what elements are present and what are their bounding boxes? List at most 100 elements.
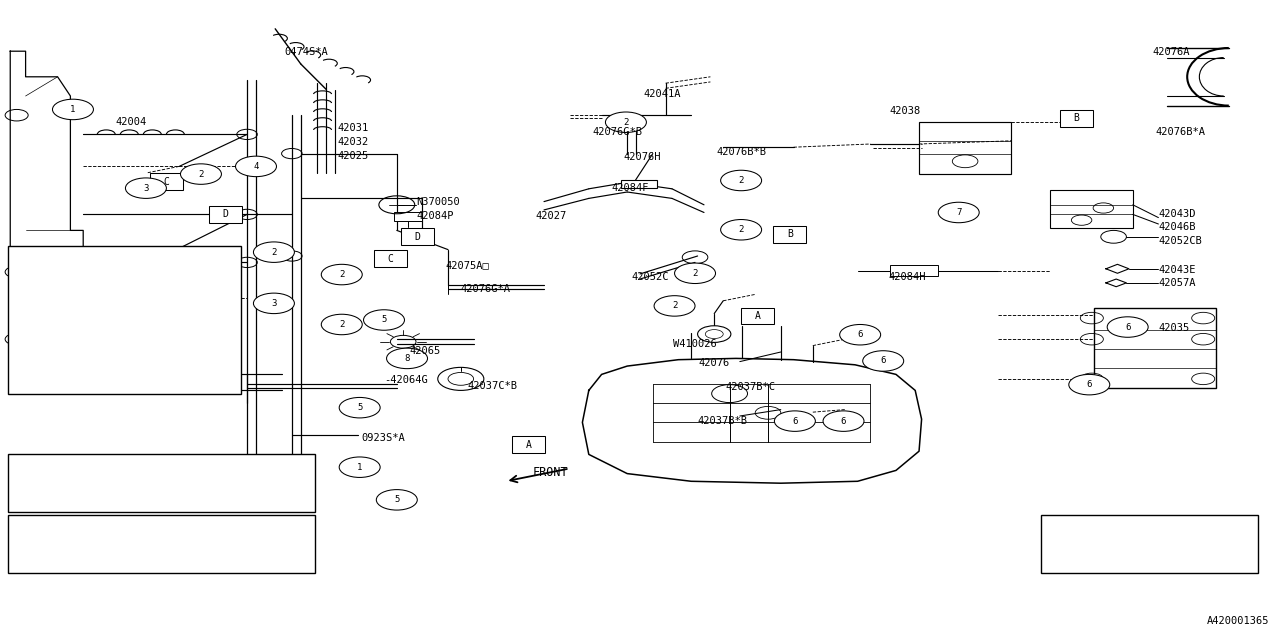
Text: 42075AN: 42075AN	[72, 296, 119, 307]
Circle shape	[840, 324, 881, 345]
Text: 81904: 81904	[1097, 554, 1130, 563]
Text: 3: 3	[271, 299, 276, 308]
Circle shape	[774, 411, 815, 431]
Text: 7: 7	[956, 208, 961, 217]
Circle shape	[823, 411, 864, 431]
Text: 6: 6	[31, 370, 36, 380]
Text: 1: 1	[357, 463, 362, 472]
Circle shape	[364, 310, 404, 330]
Text: 42052CB: 42052CB	[1158, 236, 1202, 246]
Text: 0923S*A (      -0408): 0923S*A ( -0408)	[72, 463, 195, 473]
Circle shape	[15, 474, 51, 492]
Text: 42065: 42065	[410, 346, 440, 356]
Text: D: D	[415, 232, 420, 242]
Text: 0474S*B: 0474S*B	[72, 260, 119, 270]
Text: 6: 6	[792, 417, 797, 426]
Text: 42031: 42031	[338, 123, 369, 133]
Text: A: A	[755, 311, 760, 321]
Circle shape	[321, 314, 362, 335]
Text: 42084H: 42084H	[888, 272, 925, 282]
Text: 2: 2	[672, 301, 677, 310]
Text: 5: 5	[394, 495, 399, 504]
Text: 6: 6	[858, 330, 863, 339]
Circle shape	[654, 296, 695, 316]
Text: 42043D: 42043D	[1158, 209, 1196, 220]
Text: N370050: N370050	[416, 196, 460, 207]
Text: 2: 2	[692, 269, 698, 278]
Circle shape	[721, 220, 762, 240]
Text: 4: 4	[31, 296, 36, 307]
Circle shape	[605, 112, 646, 132]
Text: 42025: 42025	[338, 151, 369, 161]
Text: 42084F: 42084F	[612, 183, 649, 193]
Text: 0474S*A: 0474S*A	[284, 47, 328, 58]
Text: A420001365: A420001365	[1207, 616, 1270, 626]
Text: 42038: 42038	[890, 106, 920, 116]
Bar	[209, 206, 242, 223]
Text: 42064I: 42064I	[163, 384, 200, 394]
Bar	[890, 265, 938, 276]
Text: 1: 1	[70, 105, 76, 114]
Circle shape	[376, 490, 417, 510]
Circle shape	[1046, 521, 1079, 538]
Text: 0923S*A: 0923S*A	[361, 433, 404, 443]
Text: C: C	[164, 177, 169, 187]
Text: 42076G*A: 42076G*A	[461, 284, 511, 294]
Circle shape	[339, 457, 380, 477]
Bar	[621, 180, 657, 188]
Text: D: D	[223, 209, 228, 220]
Text: 42037C*B: 42037C*B	[467, 381, 517, 391]
Bar	[401, 228, 434, 245]
Bar	[1060, 110, 1093, 127]
Text: 6: 6	[1125, 323, 1130, 332]
Text: -42064G: -42064G	[384, 375, 428, 385]
Text: 6: 6	[1087, 380, 1092, 389]
Text: 42045: 42045	[179, 371, 210, 381]
Circle shape	[339, 397, 380, 418]
Bar	[1050, 190, 1133, 228]
Circle shape	[15, 256, 51, 274]
Text: 42075A□: 42075A□	[445, 260, 489, 270]
Text: 8: 8	[404, 354, 410, 363]
Circle shape	[863, 351, 904, 371]
Text: 42045A: 42045A	[51, 296, 88, 306]
Text: B: B	[787, 229, 792, 239]
Circle shape	[387, 348, 428, 369]
Bar	[773, 226, 806, 243]
Text: 42037B*B: 42037B*B	[698, 416, 748, 426]
Text: 0238S*B: 0238S*B	[72, 370, 119, 380]
Text: 42076H: 42076H	[623, 152, 660, 163]
Text: 2: 2	[339, 270, 344, 279]
Text: W410026: W410026	[673, 339, 717, 349]
Bar	[374, 250, 407, 267]
Circle shape	[15, 535, 51, 553]
Text: A: A	[526, 440, 531, 450]
Text: C: C	[388, 253, 393, 264]
Text: 2: 2	[31, 478, 36, 488]
Bar	[8, 515, 315, 573]
Text: 42027: 42027	[535, 211, 566, 221]
Text: 7: 7	[1060, 525, 1065, 534]
Text: W170069 〈0409-      〉: W170069 〈0409- 〉	[72, 553, 195, 563]
Text: 42032: 42032	[338, 137, 369, 147]
Circle shape	[125, 178, 166, 198]
Bar	[8, 246, 241, 394]
Bar	[919, 122, 1011, 174]
Text: 42076B*B: 42076B*B	[717, 147, 767, 157]
Text: 2: 2	[271, 248, 276, 257]
Text: 42035: 42035	[1158, 323, 1189, 333]
Circle shape	[1069, 374, 1110, 395]
Text: 42057A: 42057A	[1158, 278, 1196, 288]
Text: 0923S*B (      -0408): 0923S*B ( -0408)	[72, 524, 195, 534]
Text: W170070 〈0409-      〉: W170070 〈0409- 〉	[72, 492, 195, 502]
Text: 42004: 42004	[115, 116, 146, 127]
Circle shape	[253, 242, 294, 262]
Text: 42076: 42076	[699, 358, 730, 368]
Text: 42075AP: 42075AP	[151, 248, 195, 258]
Circle shape	[15, 366, 51, 384]
Text: 42076A: 42076A	[1152, 47, 1189, 58]
Circle shape	[253, 293, 294, 314]
Bar	[8, 454, 315, 512]
Bar	[1094, 308, 1216, 388]
Text: 2: 2	[198, 170, 204, 179]
